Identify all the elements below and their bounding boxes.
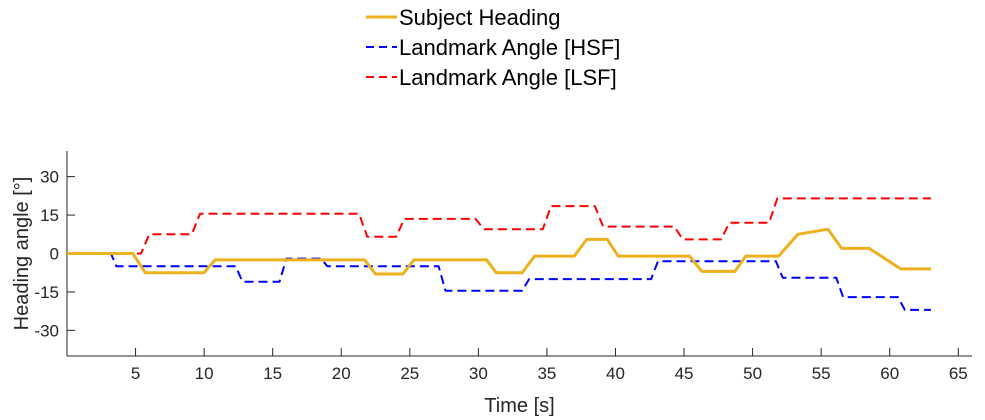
x-tick-label: 45 (675, 364, 694, 383)
legend-label: Landmark Angle [HSF] (399, 35, 620, 60)
x-tick-label: 5 (131, 364, 140, 383)
x-tick-label: 15 (263, 364, 282, 383)
axes: 5 10 15 20 25 30 35 40 45 50 55 60 65 30 15 0 -15 -30 (34, 151, 972, 383)
y-tick-label: 30 (40, 168, 59, 187)
x-tick-label: 30 (469, 364, 488, 383)
x-tick-label: 35 (537, 364, 556, 383)
plot-area (67, 197, 931, 311)
y-tick-label: 15 (40, 206, 59, 225)
y-axis-label: Heading angle [°] (11, 177, 33, 331)
x-tick-label: 55 (812, 364, 831, 383)
y-tick-label: 0 (50, 245, 59, 264)
x-tick-label: 60 (880, 364, 899, 383)
legend: Subject Heading Landmark Angle [HSF] Landm… (366, 5, 620, 90)
x-tick-label: 40 (606, 364, 625, 383)
subject-heading-line (67, 227, 931, 276)
x-tick-label: 10 (195, 364, 214, 383)
legend-label: Landmark Angle [LSF] (399, 65, 617, 90)
legend-label: Subject Heading (399, 5, 560, 30)
x-tick-label: 65 (949, 364, 968, 383)
landmark-hsf-line (67, 252, 931, 311)
x-axis-label: Time [s] (484, 395, 554, 417)
x-tick-label: 20 (332, 364, 351, 383)
x-tick-label: 50 (743, 364, 762, 383)
y-tick-label: -30 (34, 321, 59, 340)
y-tick-label: -15 (34, 283, 59, 302)
x-tick-label: 25 (400, 364, 419, 383)
legend-item-subject-heading: Subject Heading (366, 5, 560, 30)
legend-item-landmark-lsf: Landmark Angle [LSF] (366, 65, 617, 90)
landmark-lsf-line (67, 197, 931, 255)
legend-item-landmark-hsf: Landmark Angle [HSF] (366, 35, 620, 60)
